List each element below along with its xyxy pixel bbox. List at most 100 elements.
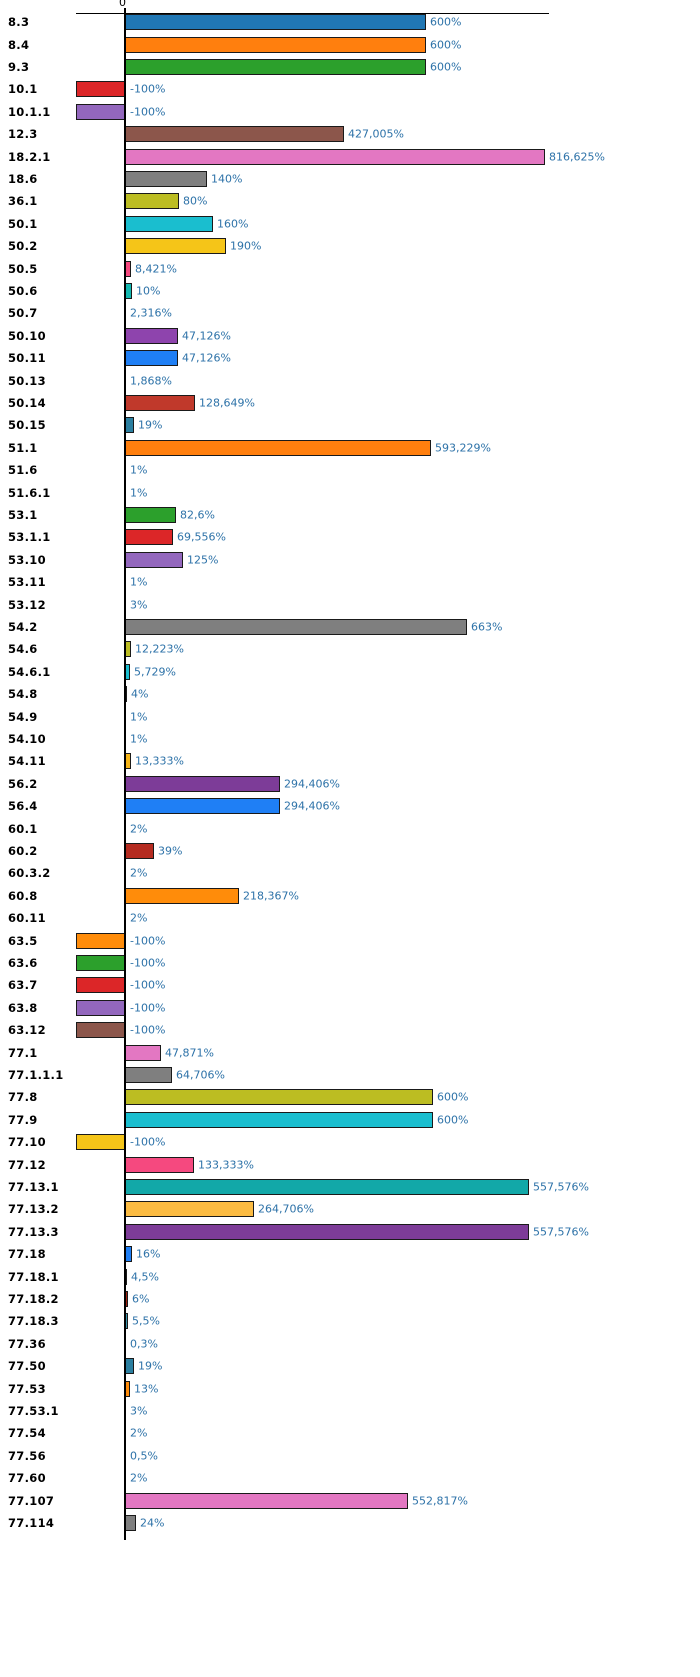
chart-row: 77.1 47,871% — [0, 1041, 700, 1063]
value-label: 133,333% — [198, 1158, 254, 1172]
chart-row: 9.3 600% — [0, 56, 700, 78]
category-label: 50.10 — [8, 328, 46, 343]
value-label: 2% — [130, 1426, 148, 1440]
category-label: 77.18.3 — [8, 1314, 59, 1329]
chart-row: 63.5 -100% — [0, 929, 700, 951]
category-label: 77.13.1 — [8, 1179, 59, 1194]
value-label: 6% — [132, 1292, 150, 1306]
chart-row: 77.107 552,817% — [0, 1489, 700, 1511]
bar — [125, 148, 545, 165]
zero-axis-line — [124, 8, 126, 1540]
category-label: 77.1.1.1 — [8, 1067, 64, 1082]
category-label: 54.9 — [8, 709, 38, 724]
chart-row: 53.10 125% — [0, 549, 700, 571]
chart-row: 60.8 218,367% — [0, 885, 700, 907]
category-label: 63.8 — [8, 1000, 38, 1015]
value-label: 3% — [130, 598, 148, 612]
value-label: -100% — [130, 1001, 166, 1015]
chart-row: 50.5 8,421% — [0, 257, 700, 279]
chart-row: 77.18.2 6% — [0, 1288, 700, 1310]
category-label: 60.3.2 — [8, 866, 51, 881]
value-label: 190% — [230, 239, 262, 253]
chart-row: 63.6 -100% — [0, 952, 700, 974]
chart-row: 63.7 -100% — [0, 974, 700, 996]
chart-row: 50.11 47,126% — [0, 347, 700, 369]
category-label: 77.60 — [8, 1471, 46, 1486]
value-label: 16% — [136, 1247, 161, 1261]
category-label: 77.18 — [8, 1247, 46, 1262]
category-label: 77.53.1 — [8, 1403, 59, 1418]
chart-row: 77.18 16% — [0, 1243, 700, 1265]
chart-row: 77.53.1 3% — [0, 1400, 700, 1422]
bar — [125, 417, 134, 434]
value-label: 1% — [130, 575, 148, 589]
chart-row: 18.2.1 816,625% — [0, 145, 700, 167]
value-label: 64,706% — [176, 1068, 225, 1082]
bar — [125, 506, 176, 523]
bar — [76, 1134, 125, 1151]
bar — [125, 1111, 433, 1128]
chart-row: 50.10 47,126% — [0, 325, 700, 347]
axis-top-rule — [76, 13, 549, 14]
bar — [125, 238, 226, 255]
chart-row: 50.14 128,649% — [0, 392, 700, 414]
chart-row: 63.12 -100% — [0, 1019, 700, 1041]
category-label: 77.13.3 — [8, 1224, 59, 1239]
category-label: 50.14 — [8, 395, 46, 410]
bar — [125, 327, 178, 344]
value-label: 2% — [130, 866, 148, 880]
bar — [76, 954, 125, 971]
chart-row: 50.7 2,316% — [0, 302, 700, 324]
value-label: 19% — [138, 1359, 163, 1373]
value-label: 5,729% — [134, 665, 176, 679]
value-label: 3% — [130, 1404, 148, 1418]
value-label: 5,5% — [132, 1314, 160, 1328]
value-label: 2% — [130, 911, 148, 925]
category-label: 9.3 — [8, 59, 30, 74]
category-label: 54.11 — [8, 754, 46, 769]
bar — [76, 977, 125, 994]
bar — [76, 1022, 125, 1039]
chart-row: 77.13.2 264,706% — [0, 1198, 700, 1220]
value-label: 82,6% — [180, 508, 215, 522]
category-label: 63.12 — [8, 1023, 46, 1038]
chart-row: 53.1 82,6% — [0, 504, 700, 526]
category-label: 77.18.1 — [8, 1269, 59, 1284]
category-label: 53.1 — [8, 507, 38, 522]
value-label: 557,576% — [533, 1180, 589, 1194]
value-label: 140% — [211, 172, 243, 186]
value-label: 2,316% — [130, 306, 172, 320]
chart-row: 54.9 1% — [0, 705, 700, 727]
category-label: 77.53 — [8, 1381, 46, 1396]
chart-row: 50.2 190% — [0, 235, 700, 257]
chart-row: 77.36 0,3% — [0, 1333, 700, 1355]
bar — [125, 1066, 172, 1083]
chart-row: 51.1 593,229% — [0, 437, 700, 459]
category-label: 12.3 — [8, 127, 38, 142]
chart-row: 56.2 294,406% — [0, 773, 700, 795]
category-label: 60.1 — [8, 821, 38, 836]
chart-row: 77.53 13% — [0, 1377, 700, 1399]
chart-row: 50.1 160% — [0, 213, 700, 235]
category-label: 50.7 — [8, 306, 38, 321]
category-label: 77.114 — [8, 1515, 55, 1530]
category-label: 51.6.1 — [8, 485, 51, 500]
value-label: -100% — [130, 1135, 166, 1149]
category-label: 77.107 — [8, 1493, 55, 1508]
chart-row: 8.4 600% — [0, 33, 700, 55]
bar — [125, 126, 344, 143]
value-label: 13,333% — [135, 754, 184, 768]
category-label: 54.6.1 — [8, 664, 51, 679]
category-label: 50.2 — [8, 239, 38, 254]
category-label: 50.15 — [8, 418, 46, 433]
category-label: 63.6 — [8, 955, 38, 970]
category-label: 77.18.2 — [8, 1291, 59, 1306]
bar — [125, 1044, 161, 1061]
category-label: 51.1 — [8, 440, 38, 455]
bar — [125, 551, 183, 568]
chart-row: 54.8 4% — [0, 683, 700, 705]
zero-tick-label: 0 — [119, 0, 126, 9]
bar — [125, 529, 173, 546]
chart-row: 56.4 294,406% — [0, 795, 700, 817]
category-label: 50.1 — [8, 216, 38, 231]
